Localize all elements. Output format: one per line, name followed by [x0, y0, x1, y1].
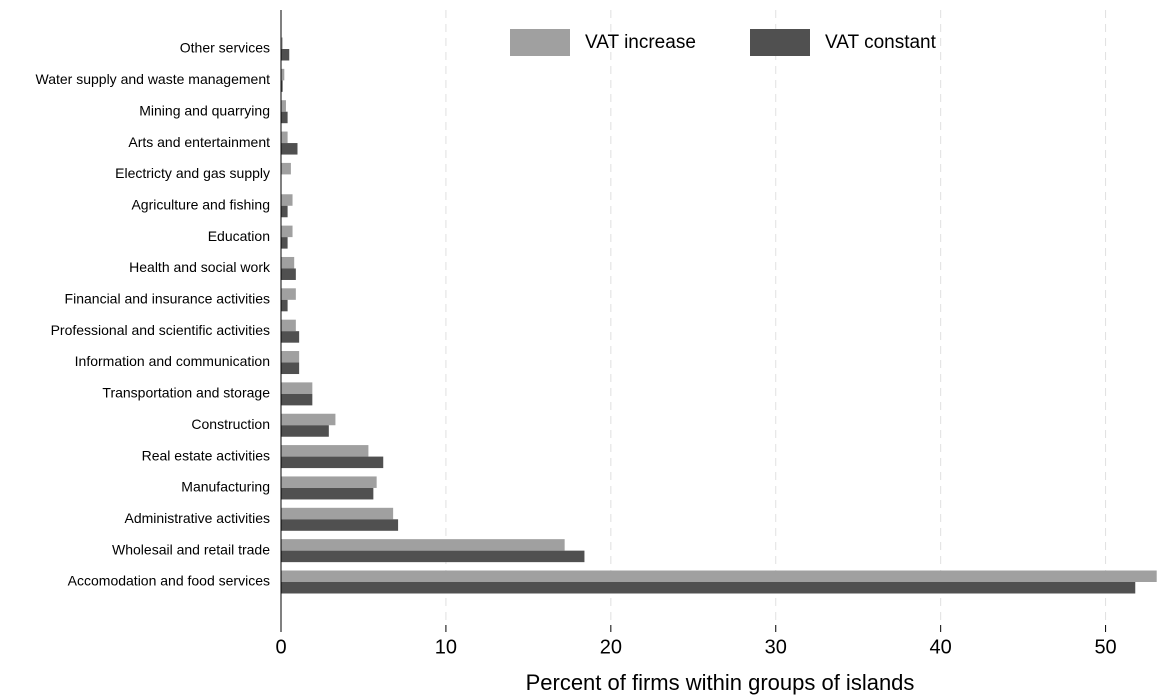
bar [281, 194, 293, 206]
bar [281, 382, 313, 394]
bar [281, 487, 374, 500]
y-tick-label: Manufacturing [181, 479, 270, 495]
bar [281, 445, 369, 457]
bar [281, 362, 300, 375]
bar [281, 299, 288, 312]
bar [281, 507, 394, 520]
bar [281, 80, 283, 92]
bar [281, 131, 288, 144]
y-tick-label: Accomodation and food services [68, 573, 270, 589]
bar [281, 351, 300, 363]
bar [281, 319, 296, 332]
legend-label: VAT increase [585, 32, 696, 53]
bar [281, 268, 296, 280]
bar [281, 256, 295, 269]
legend-swatch [510, 29, 570, 56]
bar [281, 225, 293, 238]
bar [281, 425, 329, 437]
y-tick-label: Financial and insurance activities [65, 291, 270, 307]
y-tick-label: Transportation and storage [102, 385, 270, 401]
y-tick-label: Other services [180, 40, 270, 56]
x-tick-label: 10 [435, 636, 457, 658]
bar [281, 37, 283, 49]
bar [281, 539, 565, 551]
bar [281, 205, 288, 218]
bar [281, 49, 290, 61]
y-tick-label: Education [208, 228, 270, 244]
y-tick-label: Construction [191, 416, 270, 432]
x-tick-label: 40 [930, 636, 952, 658]
y-tick-label: Information and communication [75, 353, 270, 369]
bar [281, 570, 1157, 582]
bar [281, 237, 288, 249]
bar [281, 582, 1136, 594]
bar [281, 162, 291, 175]
legend-swatch [750, 29, 810, 56]
bar [281, 393, 313, 406]
bar [281, 519, 399, 531]
y-tick-label: Electricty and gas supply [115, 165, 270, 181]
bar [281, 456, 384, 469]
x-tick-label: 0 [275, 636, 286, 658]
bar [281, 331, 300, 343]
x-axis-label: Percent of firms within groups of island… [526, 670, 915, 695]
bar [281, 100, 286, 112]
bar [281, 476, 377, 488]
y-tick-label: Agriculture and fishing [131, 196, 270, 212]
y-tick-label: Wholesail and retail trade [112, 541, 270, 557]
y-tick-label: Professional and scientific activities [51, 322, 270, 338]
bar [281, 550, 585, 563]
x-tick-label: 50 [1094, 636, 1116, 658]
legend-label: VAT constant [825, 32, 937, 53]
bar [281, 288, 296, 300]
y-tick-label: Mining and quarrying [139, 102, 270, 118]
x-tick-label: 20 [600, 636, 622, 658]
y-tick-label: Water supply and waste management [36, 71, 271, 87]
x-tick-label: 30 [765, 636, 787, 658]
y-tick-label: Real estate activities [142, 447, 270, 463]
bar [281, 143, 298, 155]
bar [281, 68, 285, 81]
y-tick-label: Arts and entertainment [128, 134, 270, 150]
bar [281, 413, 336, 426]
bar [281, 111, 288, 124]
y-tick-label: Health and social work [129, 259, 271, 275]
y-tick-label: Administrative activities [125, 510, 271, 526]
